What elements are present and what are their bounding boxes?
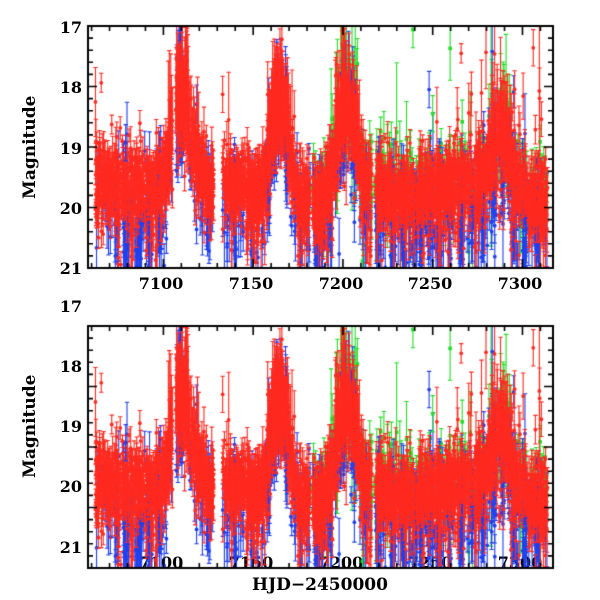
top-panel-plot-area: [0, 0, 600, 300]
bottom-panel: Magnitude 17 18 19 20 21 7100 7150 7200 …: [0, 297, 600, 600]
top-panel: Magnitude 17 18 19 20 21 7100 7150 7200 …: [0, 0, 600, 300]
bottom-panel-plot-area: [0, 300, 600, 600]
